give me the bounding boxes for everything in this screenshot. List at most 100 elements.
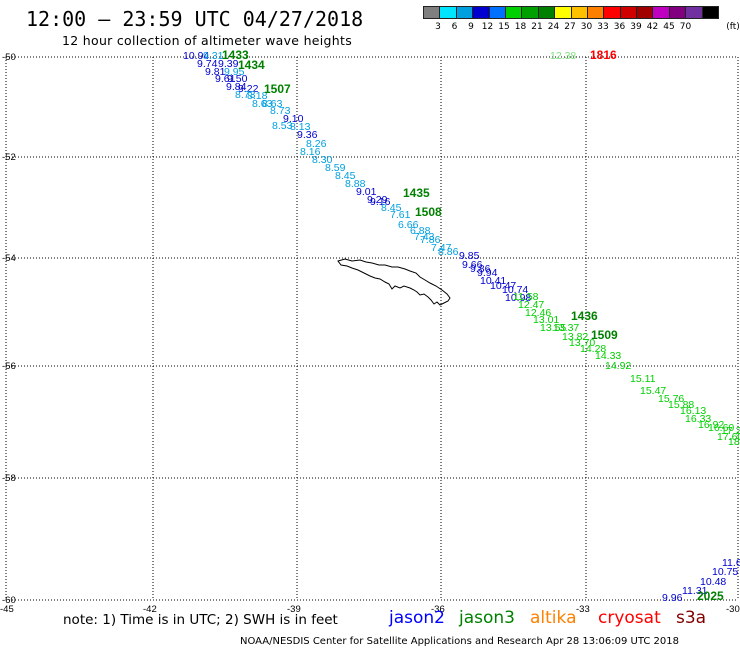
time-mark-label: 1434 — [238, 58, 265, 72]
wave-height-label: 8.88 — [345, 178, 366, 190]
wave-height-label: 9.94 — [477, 267, 498, 279]
color-scale-unit: (ft) — [726, 22, 740, 32]
wave-height-label: 9.16 — [370, 196, 391, 208]
wave-height-label: 10.98 — [505, 292, 531, 304]
wave-height-label: 8.63 — [252, 98, 273, 110]
color-scale-label: 12 — [481, 22, 494, 32]
wave-height-label: 10.75 — [712, 566, 738, 578]
color-scale-label: 6 — [451, 22, 458, 32]
color-scale-label: 15 — [498, 22, 510, 32]
wave-height-label: 14.92 — [605, 360, 631, 372]
satellite-name-cryosat: cryosat — [598, 608, 661, 628]
time-mark-label: 1435 — [403, 186, 430, 200]
wave-height-label: 9.01 — [356, 186, 377, 198]
wave-height-label: 9.22 — [238, 83, 259, 95]
wave-height-label: 13.01 — [533, 314, 559, 326]
wave-height-label: 15.11 — [630, 373, 656, 385]
color-scale-label: 70 — [679, 22, 692, 32]
wave-height-label: 8.63 — [262, 98, 283, 110]
wave-height-label: 8.16 — [300, 146, 321, 158]
wave-height-label: 16.60 — [708, 422, 734, 434]
wave-height-label: 8.26 — [306, 138, 327, 150]
wave-height-label: 11.6 — [722, 557, 740, 569]
wave-height-label: 12.46 — [525, 307, 551, 319]
wave-height-label: 13.55 — [540, 322, 566, 334]
wave-height-label: 7.61 — [390, 209, 411, 221]
wave-height-label: 10.94 — [183, 50, 209, 62]
latitude-tick-label: -52 — [2, 152, 16, 163]
wave-height-label: 16.13 — [680, 405, 706, 417]
wave-height-label: 9.36 — [297, 129, 318, 141]
wave-height-label: 17.60 — [717, 431, 740, 443]
satellite-name-s3a: s3a — [676, 608, 707, 628]
time-mark-label: 1816 — [590, 48, 617, 62]
island-outline — [337, 258, 451, 306]
time-mark-label: 1509 — [591, 328, 618, 342]
color-scale-label: 45 — [663, 22, 675, 32]
time-mark-label: 2025 — [697, 589, 724, 603]
wave-height-label: 9.84 — [226, 81, 247, 93]
wave-height-label: 7.43 — [414, 231, 435, 243]
wave-height-label: 9.74 — [197, 58, 218, 70]
wave-height-label: 13.82 — [562, 331, 588, 343]
wave-height-label: 8.45 — [381, 202, 402, 214]
color-scale-label: 24 — [547, 22, 560, 32]
color-scale-label: 39 — [630, 22, 642, 32]
wave-height-label: 9.31 — [203, 50, 224, 62]
wave-height-label: 9.86 — [470, 263, 491, 275]
longitude-tick-label: -39 — [287, 604, 301, 615]
color-scale-legend — [423, 6, 720, 19]
wave-height-label: 7.47 — [431, 242, 452, 254]
wave-height-label: 12.47 — [518, 299, 544, 311]
wave-height-label: 16.92 — [698, 419, 724, 431]
credit-line: NOAA/NESDIS Center for Satellite Applica… — [240, 636, 679, 647]
wave-height-label: 9.66 — [462, 259, 483, 271]
wave-height-label: 9.81 — [205, 66, 226, 78]
color-scale-label: 42 — [646, 22, 659, 32]
latitude-tick-label: -60 — [2, 595, 16, 606]
time-mark-label: 1508 — [415, 205, 442, 219]
color-scale-label: 33 — [597, 22, 609, 32]
wave-height-label: 17.22 — [721, 425, 740, 437]
satellite-name-jason3: jason3 — [459, 608, 515, 628]
wave-height-label: 8.73 — [235, 89, 256, 101]
time-mark-label: 1507 — [264, 82, 291, 96]
footnote: note: 1) Time is in UTC; 2) SWH is in fe… — [63, 612, 338, 628]
wave-height-label: 8.45 — [335, 170, 356, 182]
wave-height-label: 12.38 — [550, 50, 576, 62]
wave-height-label: 6.88 — [410, 225, 431, 237]
wave-height-label: 9.96 — [662, 592, 683, 604]
wave-height-label: 9.10 — [283, 113, 304, 125]
wave-height-label: 13.37 — [553, 322, 579, 334]
wave-height-label: 10.48 — [700, 576, 726, 588]
longitude-tick-label: -36 — [431, 604, 445, 615]
wave-height-label: 9.85 — [459, 250, 480, 262]
wave-height-label: 18.03 — [728, 436, 740, 448]
wave-height-label: 13.70 — [569, 337, 595, 349]
wave-height-label: 9.29 — [367, 194, 388, 206]
color-scale-label: 30 — [580, 22, 593, 32]
wave-height-label: 8.18 — [247, 90, 268, 102]
latitude-tick-label: -54 — [2, 253, 16, 264]
latitude-tick-label: -58 — [2, 473, 16, 484]
wave-height-label: 15.76 — [658, 393, 684, 405]
wave-height-label: 6.66 — [398, 219, 419, 231]
wave-height-label: 15.88 — [668, 399, 694, 411]
wave-height-label: 8.73 — [270, 105, 291, 117]
wave-height-label: 10.74 — [502, 284, 528, 296]
wave-height-label: 14.33 — [595, 350, 621, 362]
color-scale-label: 3 — [435, 22, 441, 32]
wave-height-label: 10.47 — [490, 280, 516, 292]
wave-height-label: 14.28 — [580, 343, 606, 355]
wave-height-label: 11.31 — [682, 585, 708, 597]
lat-lon-grid — [5, 56, 739, 601]
color-scale-label: 9 — [468, 22, 474, 32]
axis-tick-labels: -50 -52 -54 -56 -58 -60-45 -42 -39 -36 -33 -30 — [0, 52, 740, 615]
wave-height-label: 9.95 — [224, 66, 245, 78]
wave-height-label: 15.47 — [640, 385, 666, 397]
wave-height-label: 9.61 — [215, 73, 236, 85]
wave-height-label: 7.86 — [420, 234, 441, 246]
longitude-tick-label: -30 — [726, 604, 740, 615]
